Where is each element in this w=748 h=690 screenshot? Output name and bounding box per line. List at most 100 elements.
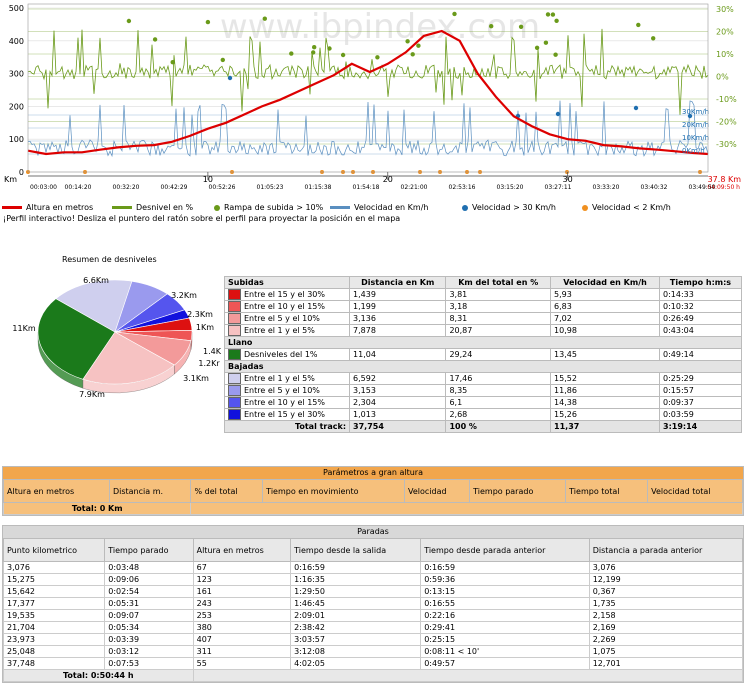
table-row: 21,704 0:05:34 380 2:38:42 0:29:41 2,169	[2, 621, 744, 634]
column-header: Km del total en %	[445, 276, 552, 289]
ramp-dot	[553, 52, 558, 57]
stops-table: Punto kilometrico Tiempo parado Altura en …	[2, 538, 744, 682]
y-tick-label: 0	[19, 168, 24, 177]
table-row: Entre el 15 y el 30% 1,013 2,68 15,26 0:03:5…	[223, 408, 742, 421]
table-row: Entre el 10 y el 15% 1,199 3,18 6,83 0:10:32	[223, 300, 742, 313]
pie-slice-label: 3.2Km	[171, 291, 197, 300]
ramp-dot	[416, 43, 421, 48]
high-altitude-total: Total: 0 Km	[2, 502, 192, 515]
pie-slice-label: 11Km	[12, 324, 35, 333]
table-cell: 243	[192, 597, 292, 610]
cell-time: 0:03:59	[659, 408, 742, 421]
table-cell: 15,642	[2, 585, 106, 598]
legend-item: Velocidad < 2 Km/h	[582, 203, 671, 212]
slope-tick-label: -10%	[716, 95, 737, 104]
column-header: Altura en metros	[3, 479, 110, 503]
legend-line-swatch	[330, 206, 350, 209]
ramp-dot	[489, 24, 494, 29]
slope-tick-label: 10%	[716, 50, 734, 59]
table-cell: 67	[192, 561, 292, 574]
total-label: Total track:	[223, 420, 351, 433]
cell-time: 0:10:32	[659, 300, 742, 313]
legend-label: Altura en metros	[26, 203, 94, 212]
table-cell: 0,367	[588, 585, 744, 598]
y-tick-label: 200	[9, 102, 24, 111]
column-header: Tiempo parado	[104, 538, 194, 562]
ramp-dot	[262, 16, 267, 21]
km-tick-label: 30	[563, 175, 573, 184]
cell-time: 0:43:04	[659, 324, 742, 337]
cell-pct: 2,68	[445, 408, 552, 421]
ramp-dot	[452, 11, 457, 17]
row-label: Entre el 15 y el 30%	[244, 410, 325, 419]
row-label: Entre el 5 y el 10%	[244, 314, 320, 323]
table-row: 15,642 0:02:54 161 1:29:50 0:13:15 0,367	[2, 585, 744, 598]
time-tick-label: 03:15:20	[497, 184, 524, 191]
ramp-dot	[410, 52, 415, 57]
cell-time: 0:15:57	[659, 384, 742, 397]
row-label: Entre el 10 y el 15%	[244, 302, 325, 311]
ramp-dot	[534, 45, 540, 50]
color-swatch	[228, 397, 241, 408]
ramp-dot	[651, 36, 656, 41]
cell-dist: 1,013	[349, 408, 447, 421]
table-cell: 0:59:36	[420, 573, 590, 586]
ramp-dot	[375, 55, 380, 60]
column-header: Tiempo h:m:s	[659, 276, 742, 289]
cell-pct: 3,18	[445, 300, 552, 313]
table-cell: 0:29:41	[420, 621, 590, 634]
elevation-profile-chart[interactable]: www.ibpindex.com 500 400 300 200 100 0 30% 20% 1…	[0, 0, 748, 200]
km-tick-label: 20	[383, 175, 393, 184]
km-axis-label: Km	[4, 175, 17, 184]
legend-dot-swatch	[582, 204, 588, 211]
chart-background	[0, 0, 748, 200]
fast-dot	[227, 75, 233, 81]
time-tick-label: 00:42:29	[161, 184, 188, 191]
pie-slice-label: 1Km	[196, 323, 214, 332]
cell-pct: 17,46	[445, 372, 552, 385]
table-cell: 0:22:16	[420, 609, 590, 622]
table-cell: 0:07:53	[104, 657, 194, 670]
color-swatch	[228, 409, 241, 420]
table-cell: 1,735	[588, 597, 744, 610]
row-label: Entre el 15 y el 30%	[244, 290, 325, 299]
slope-tick-label: -20%	[716, 118, 737, 127]
y-tick-label: 500	[9, 4, 24, 13]
section-header: Llano	[224, 336, 742, 349]
cell-dist: 6,592	[349, 372, 447, 385]
row-label-cell: Entre el 10 y el 15%	[223, 396, 351, 409]
time-tick-label: 03:49:50	[689, 184, 716, 191]
column-header: Subidas	[223, 276, 351, 289]
total-time: 3:19:14	[659, 420, 742, 433]
ramp-dot	[405, 39, 410, 44]
time-tick-label: 00:14:20	[65, 184, 92, 191]
table-cell: 0:05:31	[104, 597, 194, 610]
table-row: 3,076 0:03:48 67 0:16:59 0:16:59 3,076	[2, 561, 744, 574]
slope-series	[27, 11, 709, 115]
cell-time: 0:49:14	[659, 348, 742, 361]
ramp-dot	[126, 18, 132, 24]
y-tick-label: 300	[9, 70, 24, 79]
table-cell: 1:29:50	[290, 585, 422, 598]
pie-slice-label: 6.6Km	[83, 276, 109, 285]
table-cell: 12,701	[588, 657, 744, 670]
ramp-dot	[289, 51, 294, 56]
interactive-note: ¡Perfil interactivo! Desliza el puntero …	[3, 214, 401, 223]
color-swatch	[228, 289, 241, 300]
table-cell: 0:05:34	[104, 621, 194, 634]
time-tick-label: 03:40:32	[641, 184, 668, 191]
table-cell: 12,199	[588, 573, 744, 586]
legend-label: Velocidad > 30 Km/h	[472, 203, 556, 212]
pie-slice-label: 1.2Kr	[198, 359, 220, 368]
speed-tick-label: 30Km/h	[682, 108, 709, 116]
slope-line	[27, 28, 709, 115]
table-row: 19,535 0:09:07 253 2:09:01 0:22:16 2,158	[2, 609, 744, 622]
slope-tick-label: -30%	[716, 140, 737, 149]
column-header: Tiempo desde parada anterior	[420, 538, 590, 562]
table-row: Entre el 5 y el 10% 3,136 8,31 7,02 0:26:49	[223, 312, 742, 325]
cell-time: 0:14:33	[659, 288, 742, 301]
ramp-dot	[220, 57, 225, 63]
table-row: 15,275 0:09:06 123 1:16:35 0:59:36 12,199	[2, 573, 744, 586]
cell-pct: 8,31	[445, 312, 552, 325]
ramp-dot	[554, 18, 559, 23]
